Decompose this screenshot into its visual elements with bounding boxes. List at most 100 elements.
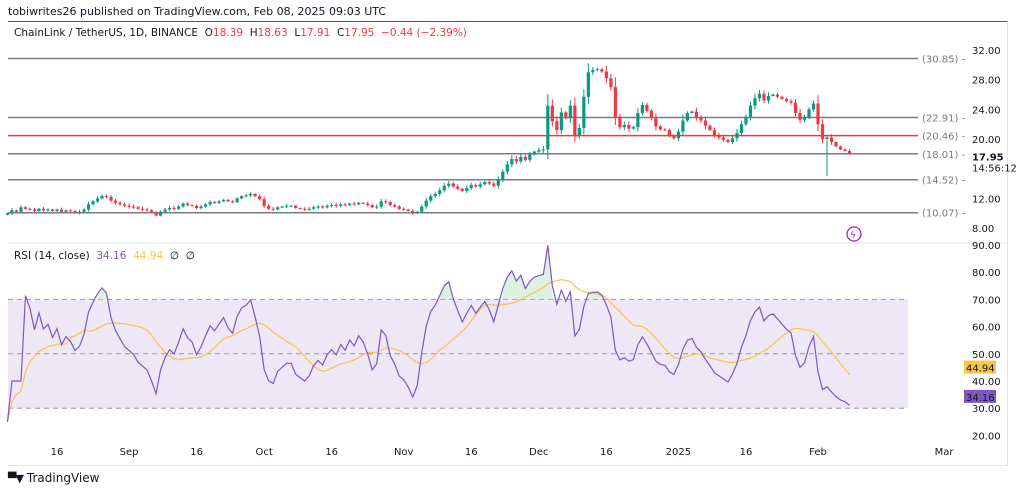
candle-body bbox=[460, 188, 464, 191]
close-value: 17.95 bbox=[344, 27, 375, 39]
rsi-na-2: ∅ bbox=[185, 250, 195, 262]
high-label: H bbox=[249, 27, 258, 39]
candle-body bbox=[95, 198, 100, 202]
candle-body bbox=[384, 201, 388, 203]
candle-body bbox=[258, 196, 262, 200]
candle-body bbox=[685, 113, 690, 121]
candle-body bbox=[361, 202, 365, 204]
rsi-tick-label: 50.00 bbox=[972, 350, 1001, 361]
candle-body bbox=[64, 210, 68, 212]
candle-body bbox=[690, 111, 694, 114]
time-tick-label: 16 bbox=[325, 447, 338, 458]
candle-body bbox=[194, 205, 199, 209]
footer-brand[interactable]: TradingView bbox=[26, 471, 100, 485]
candle-body bbox=[658, 126, 663, 130]
candle-body bbox=[41, 208, 46, 211]
time-tick-label: 16 bbox=[465, 447, 478, 458]
time-tick-label: Sep bbox=[120, 447, 139, 458]
open-value: 18.39 bbox=[212, 27, 243, 39]
low-value: 17.91 bbox=[300, 27, 331, 39]
rsi-tick-label: 60.00 bbox=[972, 323, 1001, 334]
candle-body bbox=[343, 204, 347, 206]
candle-body bbox=[145, 209, 149, 211]
rsi-ma-line bbox=[6, 279, 850, 422]
candle-body bbox=[811, 103, 816, 110]
rsi-tick-label: 40.00 bbox=[972, 377, 1001, 388]
footer: ▀▼ TradingView bbox=[8, 471, 99, 485]
candle-body bbox=[140, 208, 145, 210]
rsi-tag-label: 34.16 bbox=[966, 393, 995, 404]
level-label: (30.85) - bbox=[922, 55, 966, 66]
candle-body bbox=[577, 127, 581, 136]
candle-body bbox=[424, 200, 428, 207]
high-value: 18.63 bbox=[257, 27, 288, 39]
candle-body bbox=[739, 124, 744, 134]
rsi-legend[interactable]: RSI (14, close) 34.16 44.94 ∅ ∅ bbox=[14, 250, 195, 262]
candle-body bbox=[240, 196, 244, 199]
candle-body bbox=[271, 208, 275, 210]
candle-body bbox=[32, 209, 37, 212]
candle-body bbox=[843, 149, 847, 151]
candle-body bbox=[465, 188, 469, 191]
rsi-overbought-fill bbox=[97, 287, 107, 300]
time-tick-label: 16 bbox=[740, 447, 753, 458]
candle-body bbox=[226, 199, 230, 202]
rsi-ma-tag bbox=[964, 360, 996, 374]
candle-body bbox=[244, 195, 248, 197]
price-tick-label: 8.00 bbox=[972, 224, 994, 235]
candle-body bbox=[316, 206, 320, 208]
candle-body bbox=[834, 142, 838, 147]
candle-body bbox=[104, 196, 109, 198]
candle-body bbox=[339, 204, 343, 206]
candle-body bbox=[505, 164, 509, 172]
candle-body bbox=[721, 137, 726, 140]
candle-body bbox=[456, 186, 460, 189]
rsi-tick-label: 30.00 bbox=[972, 404, 1001, 415]
candle-body bbox=[113, 200, 118, 203]
candle-body bbox=[19, 207, 23, 212]
rsi-tick-label: 90.00 bbox=[972, 241, 1001, 252]
candle-body bbox=[708, 125, 712, 131]
candle-body bbox=[37, 208, 41, 212]
candle-body bbox=[645, 104, 649, 111]
candle-body bbox=[68, 210, 73, 212]
time-tick-label: Nov bbox=[394, 447, 414, 458]
candle-body bbox=[771, 94, 775, 97]
candle-body bbox=[14, 210, 19, 212]
candle-body bbox=[213, 202, 217, 204]
candle-body bbox=[528, 154, 532, 160]
candle-body bbox=[748, 105, 753, 117]
price-tick-label: 32.00 bbox=[972, 46, 1001, 57]
candle-body bbox=[249, 193, 253, 196]
symbol-legend: ChainLink / TetherUS, 1D, BINANCE O18.39… bbox=[14, 27, 467, 39]
price-tick-label: 28.00 bbox=[972, 76, 1001, 87]
candle-body bbox=[366, 203, 370, 206]
candle-body bbox=[820, 124, 825, 140]
candle-body bbox=[501, 171, 505, 180]
candle-body bbox=[127, 205, 131, 207]
candle-body bbox=[496, 179, 500, 186]
alert-lightning-icon bbox=[846, 226, 862, 242]
candle-body bbox=[411, 211, 415, 214]
candle-body bbox=[176, 206, 181, 209]
candle-body bbox=[442, 185, 446, 191]
candle-body bbox=[546, 105, 550, 150]
candle-body bbox=[510, 159, 514, 165]
candle-body bbox=[348, 203, 352, 206]
candle-body bbox=[433, 193, 437, 197]
candle-body bbox=[172, 208, 176, 210]
candle-body bbox=[312, 207, 316, 209]
candle-body bbox=[717, 135, 721, 138]
candle-body bbox=[235, 198, 239, 203]
candle-body bbox=[388, 202, 392, 206]
candle-body bbox=[321, 206, 325, 208]
candle-body bbox=[28, 208, 32, 210]
candle-body bbox=[285, 205, 289, 207]
candle-body bbox=[10, 210, 14, 214]
candle-body bbox=[568, 105, 572, 119]
candle-body bbox=[469, 185, 473, 189]
level-label: (14.52) - bbox=[922, 176, 966, 187]
rsi-tag bbox=[964, 389, 996, 403]
candle-body bbox=[447, 183, 451, 186]
